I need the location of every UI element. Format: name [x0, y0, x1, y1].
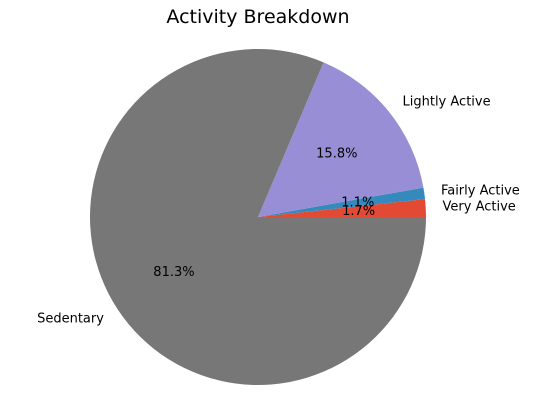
- slice-label-very-active: Very Active: [443, 200, 516, 215]
- slice-percent-very-active: 1.7%: [342, 204, 375, 219]
- slice-label-lightly-active: Lightly Active: [403, 94, 491, 109]
- pie-slice-very-active: [258, 199, 427, 217]
- pie-slice-lightly-active: [258, 62, 424, 218]
- pie-slice-sedentary: [90, 49, 427, 386]
- slice-percent-lightly-active: 15.8%: [316, 147, 357, 162]
- slice-percent-fairly-active: 1.1%: [341, 195, 374, 210]
- slice-label-sedentary: Sedentary: [37, 312, 104, 327]
- slice-label-fairly-active: Fairly Active: [441, 183, 520, 198]
- pie-slice-fairly-active: [258, 187, 426, 217]
- slice-percent-sedentary: 81.3%: [153, 265, 194, 280]
- chart-title: Activity Breakdown: [166, 6, 350, 28]
